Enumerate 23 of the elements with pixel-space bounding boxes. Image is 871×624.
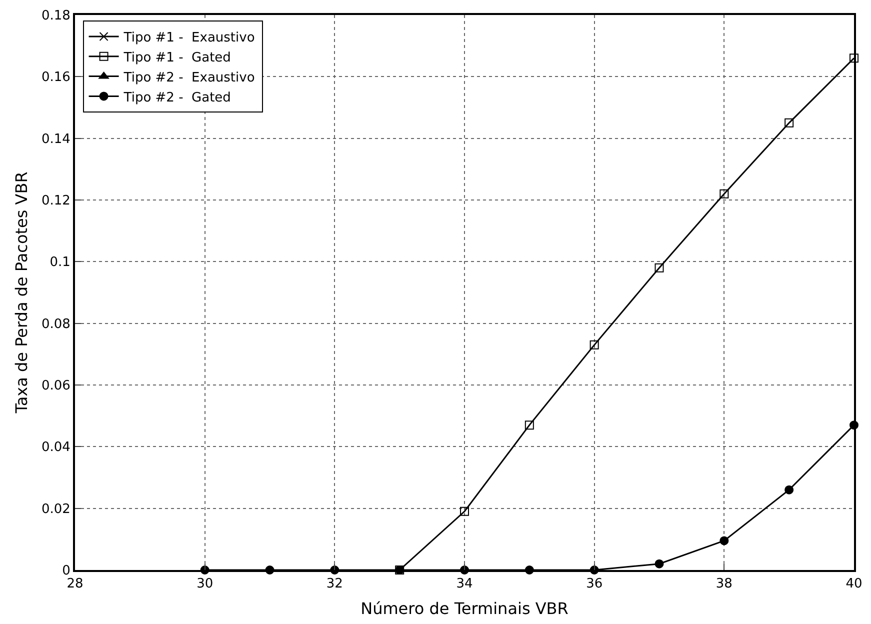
x-tick-label: 30 [196, 576, 214, 592]
y-tick-label: 0.06 [41, 378, 70, 394]
y-tick-label: 0.1 [50, 255, 70, 270]
y-tick-label: 0.16 [41, 70, 70, 86]
legend-label: Tipo #1 - Gated [122, 50, 231, 66]
y-tick-label: 0.18 [41, 8, 70, 24]
legend-label: Tipo #1 - Exaustivo [122, 30, 255, 46]
y-tick-label: 0.04 [41, 440, 70, 456]
x-tick-label: 40 [846, 576, 862, 592]
legend-label: Tipo #2 - Gated [122, 90, 231, 106]
y-tick-label: 0.08 [41, 316, 70, 332]
y-tick-label: 0.02 [41, 502, 70, 517]
y-tick-label: 0.12 [41, 194, 70, 209]
y-tick-label: 0.14 [41, 132, 70, 147]
x-tick-label: 34 [456, 576, 473, 592]
x-tick-label: 38 [716, 576, 732, 592]
x-tick-label: 28 [66, 576, 84, 592]
x-tick-label: 36 [586, 576, 603, 592]
y-axis-title: Taxa de Perda de Pacotes VBR [12, 172, 31, 414]
y-tick-label: 0 [62, 564, 70, 579]
x-axis-title: Número de Terminais VBR [360, 598, 568, 618]
legend-label: Tipo #2 - Exaustivo [122, 70, 255, 86]
x-tick-label: 32 [326, 576, 343, 592]
